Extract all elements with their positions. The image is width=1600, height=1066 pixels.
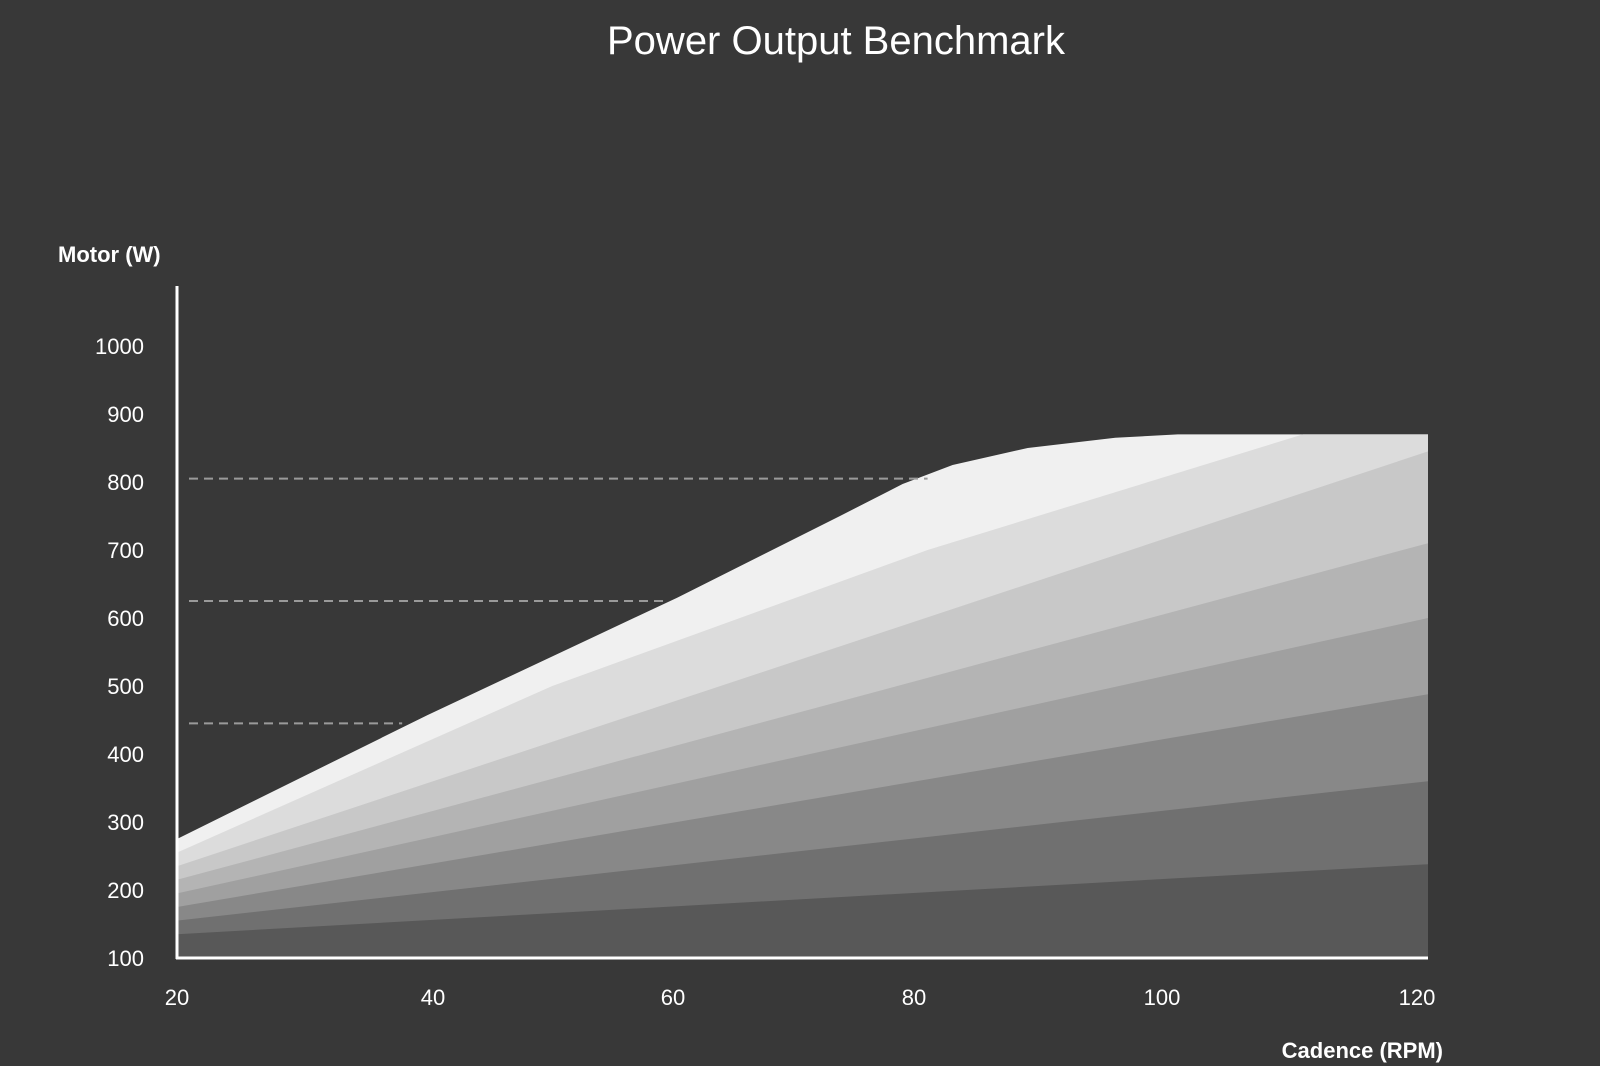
y-tick-label: 400: [107, 742, 144, 767]
x-tick-label: 40: [421, 985, 445, 1010]
y-tick-label: 600: [107, 606, 144, 631]
x-tick-label: 120: [1399, 985, 1436, 1010]
x-tick-labels: 20 40 60 80 100 120: [165, 985, 1436, 1010]
y-tick-label: 200: [107, 878, 144, 903]
y-axis-label: Motor (W): [58, 242, 161, 267]
y-tick-label: 300: [107, 810, 144, 835]
x-tick-label: 20: [165, 985, 189, 1010]
y-tick-label: 900: [107, 402, 144, 427]
chart-title: Power Output Benchmark: [607, 19, 1066, 63]
y-tick-label: 800: [107, 470, 144, 495]
area-layers: [177, 434, 1428, 958]
x-tick-label: 60: [661, 985, 685, 1010]
y-tick-label: 500: [107, 674, 144, 699]
y-tick-label: 100: [107, 946, 144, 971]
y-tick-label: 1000: [95, 334, 144, 359]
axes: [175, 286, 1428, 960]
x-axis-label: Cadence (RPM): [1282, 1038, 1443, 1063]
reference-lines: [189, 477, 928, 725]
y-tick-label: 700: [107, 538, 144, 563]
x-tick-label: 80: [902, 985, 926, 1010]
x-tick-label: 100: [1144, 985, 1181, 1010]
y-tick-labels: 100 200 300 400 500 600 700 800 900 1000: [95, 334, 144, 971]
area-layer-8: [177, 864, 1428, 958]
